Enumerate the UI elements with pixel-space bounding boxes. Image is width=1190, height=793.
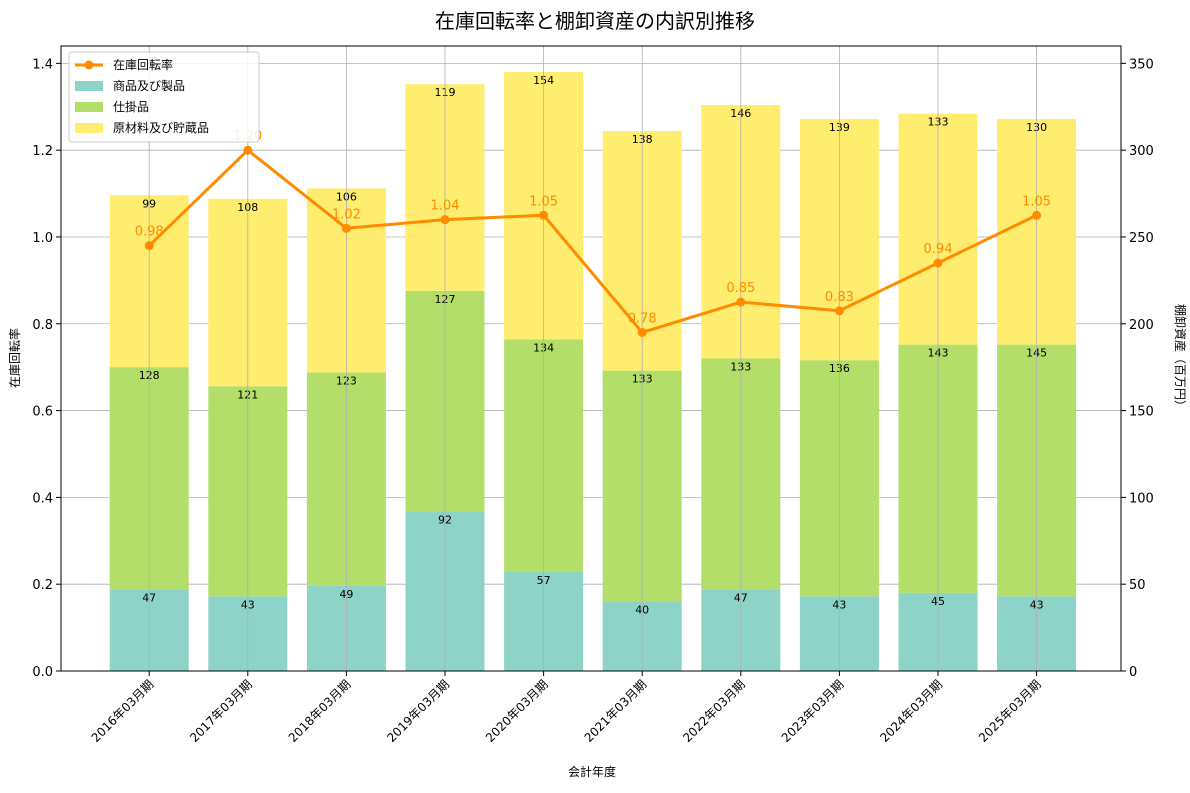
x-tick-label: 2020年03月期 <box>483 677 551 745</box>
axes-layer: 0.0 0.2 0.4 0.6 0.8 1.0 1.2 1.4 0 50 100 150 200 250 3… <box>32 45 1154 745</box>
x-tick-label: 2017年03月期 <box>187 677 255 745</box>
turnover-point <box>144 241 154 251</box>
legend-label: 原材料及び貯蔵品 <box>113 121 209 135</box>
turnover-value-label: 1.04 <box>431 199 460 214</box>
turnover-point <box>341 223 351 233</box>
y-tick-label-right: 350 <box>1129 57 1154 72</box>
x-tick-label: 2019年03月期 <box>384 677 452 745</box>
turnover-value-label: 0.83 <box>825 290 854 305</box>
x-tick-label: 2023年03月期 <box>779 677 847 745</box>
y-tick-label-left: 0.8 <box>32 318 53 333</box>
x-tick-label: 2022年03月期 <box>680 677 748 745</box>
turnover-point <box>834 306 844 316</box>
legend-swatch <box>75 102 103 112</box>
x-tick-label: 2016年03月期 <box>89 677 157 745</box>
bars-layer <box>109 72 1077 671</box>
turnover-value-label: 0.94 <box>924 242 953 257</box>
legend-box <box>68 51 260 143</box>
y-axis-title-left: 在庫回転率 <box>7 328 22 388</box>
y-tick-label-left: 0.0 <box>32 665 53 680</box>
vertical-grid-layer <box>148 46 1037 671</box>
y-tick-label-right: 200 <box>1129 318 1154 333</box>
y-tick-label-left: 1.2 <box>32 144 53 159</box>
legend-label: 仕掛品 <box>113 99 149 114</box>
plot-frame <box>60 45 1122 672</box>
y-tick-label-right: 100 <box>1129 491 1154 506</box>
turnover-value-label: 0.85 <box>726 281 755 296</box>
y-tick-label-left: 0.6 <box>32 405 53 420</box>
turnover-point <box>736 297 746 307</box>
x-tick-label: 2025年03月期 <box>976 677 1044 745</box>
turnover-point <box>243 145 253 155</box>
turnover-value-label: 1.02 <box>332 207 361 222</box>
turnover-point <box>933 258 943 268</box>
legend-label: 在庫回転率 <box>113 57 173 72</box>
turnover-value-label: 0.98 <box>135 225 164 240</box>
y-tick-label-right: 0 <box>1129 665 1137 680</box>
y-tick-label-right: 300 <box>1129 144 1154 159</box>
turnover-value-label: 0.78 <box>628 311 657 326</box>
legend-swatch <box>75 123 103 133</box>
y-tick-label-left: 0.2 <box>32 578 53 593</box>
x-tick-label: 2018年03月期 <box>286 677 354 745</box>
turnover-point <box>539 210 549 220</box>
y-tick-label-right: 50 <box>1129 578 1146 593</box>
turnover-value-label: 1.05 <box>529 194 558 209</box>
turnover-point <box>637 327 647 337</box>
x-axis-title: 会計年度 <box>568 764 616 779</box>
legend-swatch-marker <box>84 60 94 70</box>
turnover-point <box>440 215 450 225</box>
legend-swatch <box>75 81 103 91</box>
x-tick-label: 2021年03月期 <box>582 677 650 745</box>
legend-label: 商品及び製品 <box>113 78 185 93</box>
y-tick-label-right: 250 <box>1129 231 1154 246</box>
y-tick-label-left: 1.4 <box>32 57 53 72</box>
y-tick-label-left: 1.0 <box>32 231 53 246</box>
line-layer: 0.981.201.021.041.050.780.850.830.941.05 <box>135 129 1051 337</box>
y-tick-label-left: 0.4 <box>32 491 53 506</box>
y-tick-label-right: 150 <box>1129 405 1154 420</box>
chart-title: 在庫回転率と棚卸資産の内訳別推移 <box>435 9 755 33</box>
turnover-point <box>1032 210 1042 220</box>
turnover-line <box>148 148 1038 334</box>
turnover-value-label: 1.05 <box>1022 194 1051 209</box>
y-axis-title-right: 棚卸資産（百万円） <box>1173 304 1188 412</box>
x-tick-label: 2024年03月期 <box>877 677 945 745</box>
